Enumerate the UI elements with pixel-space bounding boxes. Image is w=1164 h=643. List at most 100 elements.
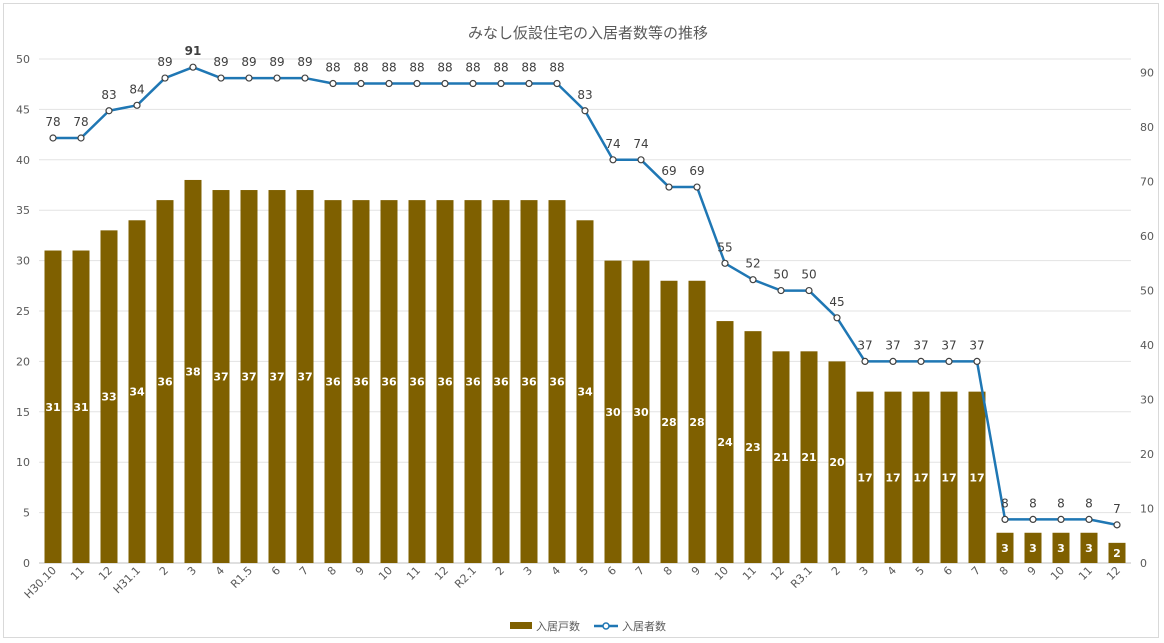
left-axis-tick-label: 20 [16, 355, 30, 368]
bar [688, 280, 706, 563]
line-point [749, 276, 757, 284]
bar-data-label: 36 [353, 376, 369, 389]
bar-data-label: 31 [45, 401, 60, 414]
bar [604, 260, 622, 563]
bar-data-label: 37 [269, 371, 284, 384]
bar-data-label: 36 [521, 376, 537, 389]
bar [940, 391, 958, 563]
x-axis-tick-label: 10 [376, 564, 395, 583]
bar-data-label: 28 [689, 416, 704, 429]
bar [156, 200, 174, 563]
x-axis-tick-label: 5 [913, 564, 927, 578]
bar [408, 200, 426, 563]
bar [996, 532, 1014, 563]
bar-data-label: 36 [325, 376, 341, 389]
x-axis-tick-label: 11 [404, 564, 423, 583]
x-axis-tick-label: 7 [969, 564, 983, 578]
bar-data-label: 21 [773, 451, 788, 464]
bar [660, 280, 678, 563]
bar [576, 220, 594, 563]
x-axis-tick-label: 8 [997, 564, 1011, 578]
line-data-label: 89 [157, 55, 172, 69]
line-data-label: 55 [717, 240, 732, 254]
bar [1080, 532, 1098, 563]
line-point [1085, 515, 1093, 524]
right-axis-ticks: 0 10 20 30 40 50 60 70 80 90 [1140, 67, 1154, 570]
bar-data-label: 36 [465, 376, 481, 389]
x-axis-tick-label: 4 [885, 564, 899, 578]
bar-data-label: 23 [745, 441, 760, 454]
line-point [553, 79, 561, 88]
line-data-label: 88 [493, 61, 508, 75]
left-axis-tick-label: 40 [16, 154, 30, 167]
bar [72, 250, 90, 563]
line-data-label: 50 [773, 268, 788, 282]
left-axis-tick-label: 30 [16, 255, 30, 268]
x-axis-tick-label: 7 [633, 564, 647, 578]
left-axis-tick-label: 50 [16, 53, 30, 66]
x-axis-tick-label: 7 [297, 564, 311, 578]
right-axis-tick-label: 50 [1140, 285, 1154, 298]
bar [1108, 542, 1126, 563]
chart-title: みなし仮設住宅の入居者数等の推移 [468, 24, 708, 42]
x-axis-tick-label: 9 [353, 564, 367, 578]
right-axis-tick-label: 80 [1140, 121, 1154, 134]
line-data-label: 8 [1057, 496, 1065, 510]
right-axis-tick-label: 20 [1140, 448, 1154, 461]
line-data-label: 8 [1029, 496, 1037, 510]
line-data-label: 84 [129, 82, 144, 96]
line-point [133, 101, 141, 109]
line-data-label: 83 [101, 88, 116, 102]
line-data-label: 78 [45, 115, 60, 129]
bar-data-label: 36 [409, 376, 425, 389]
line-data-label: 88 [325, 61, 340, 75]
bar-data-label: 37 [213, 371, 228, 384]
line-data-label: 69 [661, 164, 676, 178]
line-data-label: 83 [577, 88, 592, 102]
bar [828, 361, 846, 563]
x-axis-tick-label: H31.1 [111, 564, 143, 596]
line-point [413, 79, 421, 88]
right-axis-tick-label: 30 [1140, 394, 1154, 407]
line-data-label: 7 [1113, 502, 1121, 516]
bar-data-label: 3 [1001, 542, 1009, 555]
bar [128, 220, 146, 563]
line-point [693, 183, 701, 191]
x-axis-tick-label: R2.1 [452, 564, 479, 591]
bar [1052, 532, 1070, 563]
line-data-label: 88 [549, 61, 564, 75]
x-axis-tick-label: 3 [857, 564, 871, 578]
x-axis-tick-label: 6 [269, 564, 283, 578]
line-point [1057, 515, 1065, 524]
bar [100, 230, 118, 564]
line-point [77, 134, 85, 142]
right-axis-tick-label: 0 [1140, 557, 1147, 570]
line-point [1113, 521, 1121, 529]
line-data-label: 37 [969, 338, 984, 352]
bar-data-label: 17 [885, 471, 900, 484]
x-axis-tick-label: 3 [521, 564, 535, 578]
bar [548, 200, 566, 563]
line-point [469, 79, 477, 88]
x-axis-tick-label: 3 [185, 564, 199, 578]
bar [268, 190, 286, 564]
bar-data-label: 33 [101, 391, 116, 404]
line-point [665, 183, 673, 191]
bar-data-label: 36 [157, 376, 173, 389]
line-data-label: 37 [857, 338, 872, 352]
bar-data-label: 17 [941, 471, 956, 484]
bar [968, 391, 986, 563]
bar [912, 391, 930, 563]
bar-data-label: 36 [437, 376, 453, 389]
bar-data-label: 38 [185, 365, 200, 378]
bar [464, 200, 482, 563]
x-axis-tick-label: 9 [689, 564, 703, 578]
x-axis-tick-label: 11 [1076, 564, 1095, 583]
bar-data-label: 37 [241, 371, 256, 384]
line-data-label: 88 [381, 61, 396, 75]
line-data-label: 8 [1085, 496, 1093, 510]
x-axis-tick-label: 12 [432, 564, 451, 583]
left-axis-tick-label: 35 [16, 204, 30, 217]
line-data-label: 37 [885, 338, 900, 352]
